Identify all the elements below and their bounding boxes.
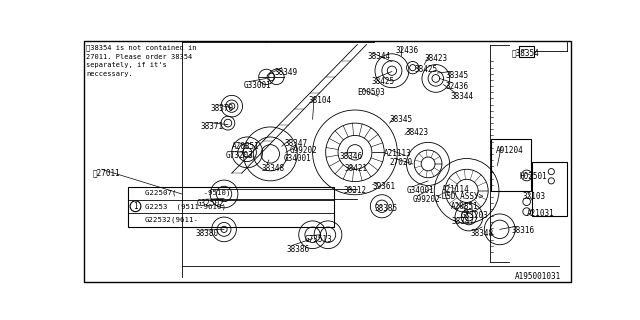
Text: 27020: 27020 [390, 158, 413, 167]
Text: ‸27011: ‸27011 [92, 169, 120, 178]
Text: 38312: 38312 [344, 186, 367, 195]
Text: 38425: 38425 [371, 77, 394, 86]
Text: 38380: 38380 [196, 229, 219, 238]
Text: G99202: G99202 [289, 146, 317, 155]
Text: 38371: 38371 [201, 122, 224, 131]
Text: A21114: A21114 [442, 185, 470, 194]
Text: 38423: 38423 [405, 128, 428, 137]
Bar [532, 162, 566, 215]
Text: G22507(      -9510): G22507( -9510) [145, 190, 230, 196]
Text: G2253  (9511-9610): G2253 (9511-9610) [145, 203, 226, 210]
Text: A21031: A21031 [527, 209, 554, 218]
Text: 38346: 38346 [340, 152, 363, 161]
Text: A91204: A91204 [496, 146, 524, 155]
Text: 38344: 38344 [451, 92, 474, 101]
Text: G32502: G32502 [197, 198, 225, 208]
Text: 38423: 38423 [424, 54, 447, 63]
Text: A21113: A21113 [383, 148, 411, 157]
Text: E00503: E00503 [357, 88, 385, 98]
Text: ‸38354: ‸38354 [511, 48, 539, 57]
Text: 38104: 38104 [308, 96, 332, 105]
Text: ‸38354 is not contained in
27011. Please order 38354
separately, if it's
neccess: ‸38354 is not contained in 27011. Please… [86, 44, 196, 77]
Text: 38348: 38348 [470, 229, 493, 238]
Text: 32436: 32436 [396, 46, 419, 55]
Text: A195001031: A195001031 [515, 273, 561, 282]
Text: G73203: G73203 [225, 151, 253, 160]
Text: 32436: 32436 [446, 82, 469, 91]
Bar [492, 139, 531, 191]
Bar [128, 187, 334, 227]
Text: 38345: 38345 [446, 71, 469, 80]
Text: <LSD ASSY>: <LSD ASSY> [436, 192, 483, 201]
Text: 38349: 38349 [274, 68, 297, 77]
Text: 38344: 38344 [367, 52, 390, 61]
Text: 38425: 38425 [414, 65, 437, 74]
Text: G73513: G73513 [305, 235, 333, 244]
Text: 38347: 38347 [452, 217, 475, 226]
Text: A20851: A20851 [451, 203, 479, 212]
Text: 38370: 38370 [211, 104, 234, 113]
Text: 38386: 38386 [287, 245, 310, 254]
Text: 38421: 38421 [345, 164, 368, 173]
Text: 38316: 38316 [511, 226, 534, 235]
Text: 32103: 32103 [523, 192, 546, 201]
Text: G33001: G33001 [243, 81, 271, 90]
Text: G34001: G34001 [284, 154, 311, 163]
Text: 38348: 38348 [262, 164, 285, 173]
Text: G73203: G73203 [460, 211, 488, 220]
Text: 38345: 38345 [390, 116, 413, 124]
Text: G22532(9611-: G22532(9611- [145, 217, 199, 223]
Text: 39361: 39361 [372, 182, 396, 191]
Text: 38347: 38347 [285, 139, 308, 148]
Text: H02501: H02501 [520, 172, 547, 181]
Text: 38385: 38385 [374, 204, 397, 213]
Bar [519, 46, 534, 57]
Text: A20851: A20851 [232, 141, 259, 151]
Text: 1: 1 [133, 202, 138, 211]
Text: G34001: G34001 [406, 186, 435, 195]
Text: G99202: G99202 [413, 195, 440, 204]
